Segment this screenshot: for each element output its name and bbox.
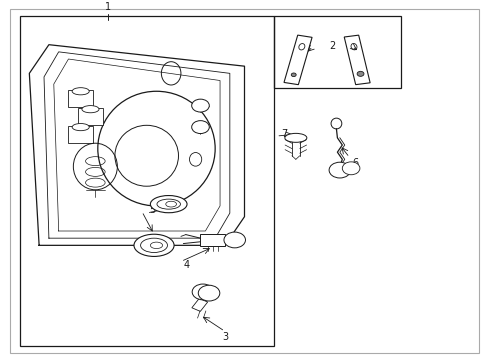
Text: 4: 4 bbox=[183, 260, 189, 270]
Text: 3: 3 bbox=[222, 332, 227, 342]
Circle shape bbox=[198, 285, 220, 301]
Circle shape bbox=[192, 284, 213, 300]
Text: 5: 5 bbox=[149, 204, 155, 215]
Text: 7: 7 bbox=[281, 129, 287, 139]
Bar bbox=[273, 16, 400, 88]
Ellipse shape bbox=[72, 88, 89, 95]
Ellipse shape bbox=[291, 73, 296, 77]
Bar bbox=[68, 90, 93, 107]
Circle shape bbox=[328, 162, 350, 178]
Ellipse shape bbox=[150, 195, 186, 213]
Bar bbox=[20, 16, 273, 346]
Circle shape bbox=[224, 232, 245, 248]
Text: 1: 1 bbox=[104, 3, 110, 13]
Bar bbox=[68, 126, 93, 143]
Ellipse shape bbox=[134, 234, 174, 256]
Bar bbox=[200, 234, 224, 246]
Bar bbox=[191, 298, 207, 311]
Text: 2: 2 bbox=[329, 41, 335, 51]
Ellipse shape bbox=[356, 71, 363, 76]
Ellipse shape bbox=[330, 118, 341, 129]
Text: 6: 6 bbox=[351, 158, 358, 168]
Ellipse shape bbox=[284, 133, 306, 142]
Bar bbox=[284, 35, 311, 85]
Circle shape bbox=[342, 162, 359, 175]
Ellipse shape bbox=[72, 123, 89, 131]
Ellipse shape bbox=[81, 105, 99, 113]
Circle shape bbox=[191, 121, 209, 134]
Bar bbox=[78, 108, 102, 125]
Polygon shape bbox=[29, 45, 244, 245]
Bar bbox=[344, 35, 369, 85]
Circle shape bbox=[191, 99, 209, 112]
